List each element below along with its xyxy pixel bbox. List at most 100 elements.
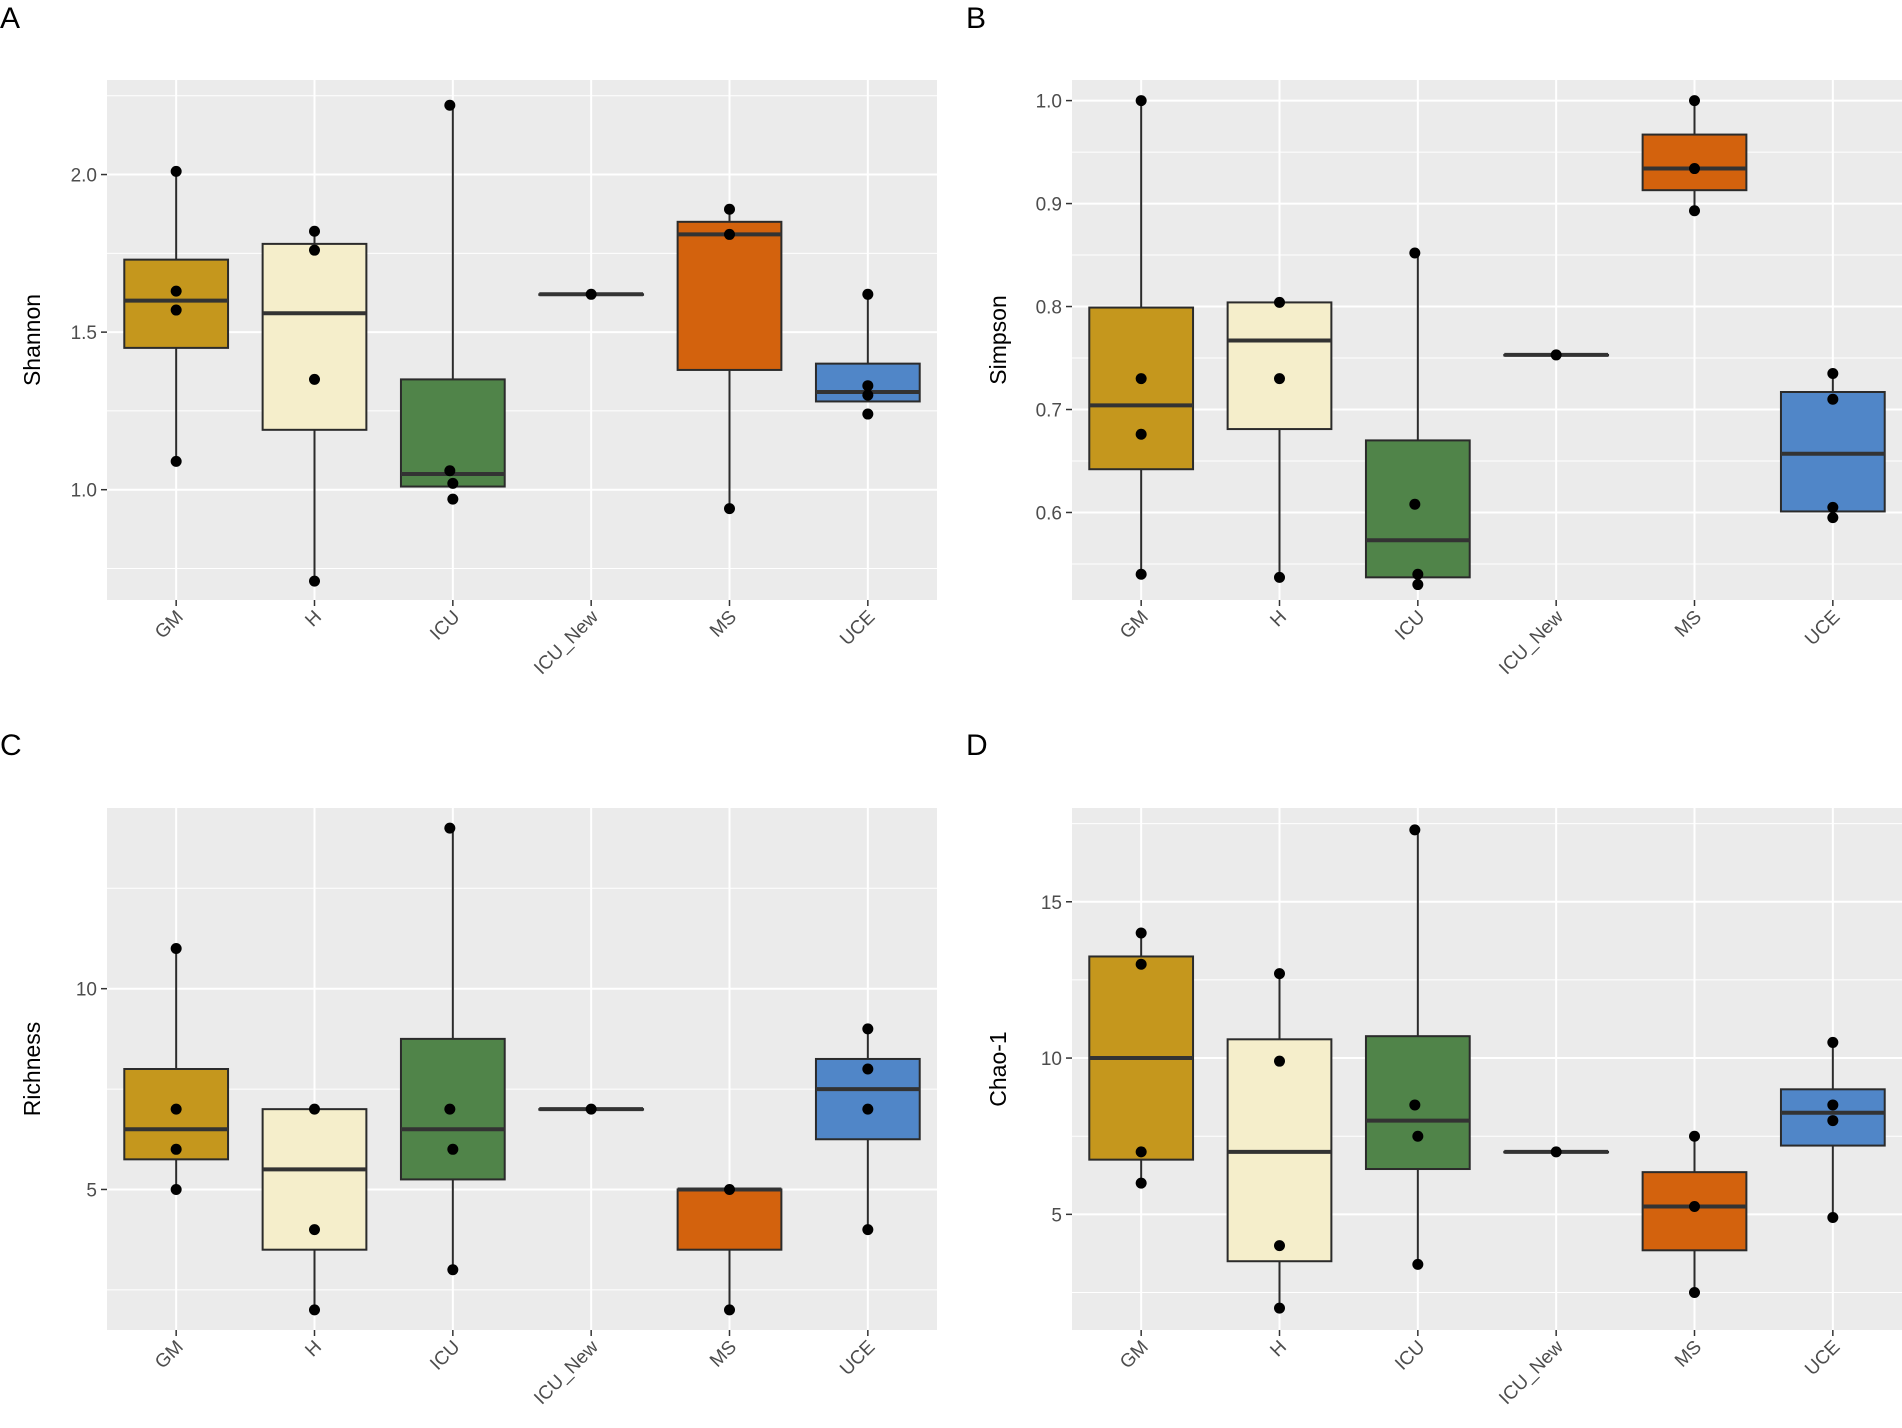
box-body bbox=[1226, 301, 1333, 431]
data-point bbox=[1689, 1286, 1700, 1298]
y-tick-label: 10 bbox=[76, 980, 97, 1001]
data-point bbox=[1135, 568, 1147, 580]
data-point bbox=[1689, 1201, 1700, 1213]
data-point bbox=[1274, 1240, 1285, 1252]
data-point bbox=[444, 1103, 456, 1115]
data-point bbox=[1412, 568, 1424, 580]
box-body bbox=[399, 378, 506, 488]
x-tick-label-icu-new: ICU_New bbox=[1495, 606, 1568, 679]
data-point bbox=[1827, 1036, 1839, 1048]
data-point bbox=[862, 1224, 874, 1236]
data-point bbox=[1274, 1302, 1285, 1314]
data-point bbox=[1135, 927, 1147, 939]
box-icu bbox=[1364, 824, 1471, 1270]
data-point bbox=[724, 503, 735, 515]
x-tick-label-gm: GM bbox=[1116, 1337, 1152, 1373]
data-point bbox=[1409, 824, 1421, 836]
y-tick-label: 0.7 bbox=[1036, 401, 1062, 422]
data-point bbox=[1409, 247, 1421, 259]
y-tick-label: 5 bbox=[86, 1180, 97, 1201]
x-tick-label-uce: UCE bbox=[1801, 1337, 1844, 1380]
data-point bbox=[1135, 958, 1147, 970]
y-tick-label: 15 bbox=[1041, 893, 1062, 914]
y-tick-label: 1.5 bbox=[71, 323, 97, 344]
x-tick-label-icu-new: ICU_New bbox=[530, 1336, 603, 1409]
data-point bbox=[724, 1304, 735, 1316]
data-point bbox=[862, 408, 874, 420]
data-point bbox=[170, 1183, 182, 1195]
x-tick-label-icu-new: ICU_New bbox=[1495, 1336, 1568, 1409]
data-point bbox=[447, 477, 459, 489]
data-point bbox=[170, 285, 182, 297]
data-point bbox=[1689, 95, 1700, 107]
data-point bbox=[170, 165, 182, 177]
data-point bbox=[170, 304, 182, 316]
y-axis-title: Simpson bbox=[985, 295, 1011, 384]
data-point bbox=[862, 1023, 874, 1035]
data-point bbox=[1827, 501, 1839, 513]
data-point bbox=[1827, 1211, 1839, 1223]
box-icu-new bbox=[1503, 1146, 1610, 1158]
y-tick-label: 5 bbox=[1051, 1205, 1062, 1226]
data-point bbox=[585, 288, 597, 300]
x-tick-label-icu: ICU bbox=[1391, 607, 1429, 645]
box-icu-new bbox=[538, 288, 645, 300]
plot-background bbox=[107, 808, 937, 1330]
box-body bbox=[1088, 306, 1195, 471]
x-tick-label-icu: ICU bbox=[1391, 1337, 1429, 1375]
panel-letter-b: B bbox=[966, 2, 986, 35]
data-point bbox=[862, 389, 874, 401]
y-tick-label: 0.6 bbox=[1036, 503, 1062, 524]
panel-letter-c: C bbox=[0, 729, 22, 762]
data-point bbox=[1135, 1146, 1147, 1158]
box-uce bbox=[1779, 1036, 1886, 1223]
data-point bbox=[447, 1143, 459, 1155]
x-tick-label-ms: MS bbox=[1671, 1337, 1706, 1372]
x-tick-label-h: H bbox=[301, 1337, 326, 1362]
box-body bbox=[676, 1188, 783, 1251]
panel-chao1: D 5 10 15 Chao-1 GM H ICU ICU_New MS UCE bbox=[966, 729, 1902, 1409]
data-point bbox=[862, 1103, 874, 1115]
box-icu bbox=[399, 99, 506, 505]
data-point bbox=[1412, 579, 1424, 591]
box-gm bbox=[1088, 927, 1195, 1189]
box-body bbox=[1641, 133, 1748, 192]
plot-background bbox=[1072, 808, 1902, 1330]
data-point bbox=[309, 244, 320, 256]
data-point bbox=[309, 1304, 320, 1316]
box-body bbox=[123, 258, 230, 349]
box-body bbox=[1779, 391, 1886, 513]
box-ms bbox=[676, 1183, 783, 1316]
box-h bbox=[261, 1103, 368, 1316]
panel-richness: C 5 10 Richness GM H ICU ICU_New MS UCE bbox=[0, 729, 937, 1409]
panel-simpson: B 0.6 0.7 0.8 0.9 1.0 Simpson GM H ICU ICU_New MS UC… bbox=[966, 2, 1902, 679]
panel-shannon: A 1.0 1.5 2.0 Shannon GM H ICU ICU_New MS UCE bbox=[0, 2, 937, 679]
data-point bbox=[862, 1063, 874, 1075]
data-point bbox=[1409, 498, 1421, 510]
data-point bbox=[724, 228, 735, 240]
data-point bbox=[862, 288, 874, 300]
box-h bbox=[1226, 968, 1333, 1314]
data-point bbox=[1412, 1258, 1424, 1270]
data-point bbox=[1689, 163, 1700, 175]
x-tick-label-ms: MS bbox=[706, 1337, 741, 1372]
data-point bbox=[1412, 1130, 1424, 1142]
box-gm bbox=[123, 165, 230, 467]
data-point bbox=[1274, 296, 1285, 308]
box-ms bbox=[1641, 95, 1748, 217]
data-point bbox=[309, 1224, 320, 1236]
data-point bbox=[309, 575, 320, 587]
data-point bbox=[170, 1143, 182, 1155]
data-point bbox=[1689, 205, 1700, 217]
data-point bbox=[1135, 95, 1147, 107]
data-point bbox=[170, 1103, 182, 1115]
x-tick-label-uce: UCE bbox=[1801, 607, 1844, 650]
x-tick-label-uce: UCE bbox=[836, 607, 879, 650]
data-point bbox=[862, 380, 874, 392]
x-tick-label-icu: ICU bbox=[426, 607, 464, 645]
x-tick-label-icu: ICU bbox=[426, 1337, 464, 1375]
data-point bbox=[724, 203, 735, 215]
data-point bbox=[1274, 373, 1285, 385]
y-axis-title: Shannon bbox=[19, 294, 45, 386]
